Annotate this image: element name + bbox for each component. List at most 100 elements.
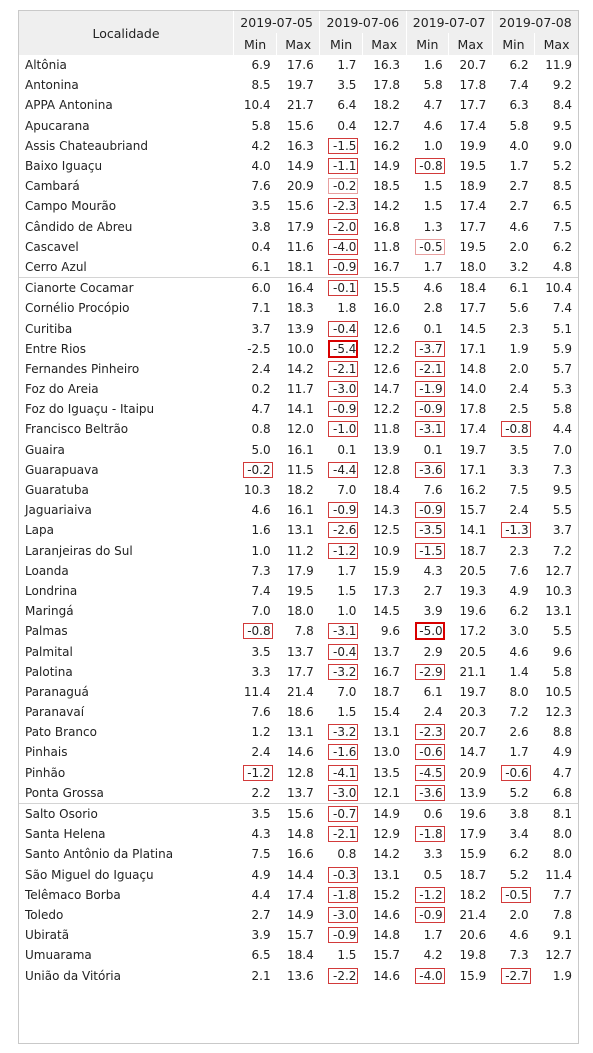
max-temp-cell: 11.8 (362, 237, 406, 257)
max-temp-cell: 16.3 (277, 136, 320, 156)
temp-value: 13.7 (287, 644, 314, 659)
max-temp-cell: 7.2 (535, 541, 578, 561)
max-temp-cell: 12.8 (277, 763, 320, 783)
temp-value: 14.2 (373, 847, 400, 862)
max-temp-cell: 4.8 (535, 257, 578, 278)
temp-value: 16.2 (459, 483, 487, 498)
temp-value: 9.5 (552, 118, 572, 133)
max-temp-cell: 12.1 (362, 783, 406, 804)
max-temp-cell: 20.3 (449, 702, 493, 722)
min-temp-cell: 0.4 (320, 116, 363, 136)
temp-value: 6.5 (251, 948, 271, 963)
highlighted-temp-value: -0.6 (414, 744, 445, 761)
max-temp-cell: 19.8 (449, 945, 493, 965)
temp-value: 9.0 (552, 138, 572, 153)
temp-value: 13.9 (459, 785, 487, 800)
temp-value: 2.7 (251, 907, 271, 922)
temp-value: 4.6 (509, 219, 529, 234)
table-row: Palotina 3.3 17.7 -3.2 16.7 -2.9 21.1 1.4 5.8 (19, 662, 578, 682)
max-temp-cell: 19.3 (449, 581, 493, 601)
max-temp-cell: 18.7 (449, 865, 493, 885)
temp-value: 5.8 (423, 78, 443, 93)
temp-value: 17.9 (287, 563, 314, 578)
max-temp-cell: 15.7 (362, 945, 406, 965)
max-temp-cell: 14.6 (362, 965, 406, 985)
locality-name: Palotina (25, 664, 73, 679)
highlighted-temp-value: -1.5 (414, 542, 445, 559)
table-row: Londrina 7.4 19.5 1.5 17.3 2.7 19.3 4.9 10.3 (19, 581, 578, 601)
highlighted-temp-value: -3.0 (328, 381, 359, 398)
max-temp-cell: 5.7 (535, 359, 578, 379)
highlighted-temp-value: -0.5 (500, 886, 531, 903)
temp-value: 4.2 (423, 948, 443, 963)
min-temp-cell: 2.7 (234, 905, 277, 925)
max-temp-cell: 6.8 (535, 783, 578, 804)
min-temp-cell: 6.1 (406, 682, 449, 702)
locality-name: Cerro Azul (25, 259, 87, 274)
min-temp-cell: 4.7 (406, 95, 449, 115)
highlighted-temp-value: -4.0 (328, 238, 359, 255)
header-row-minmax: Min Max Min Max Min Max Min Max (19, 33, 578, 55)
temp-value: 7.0 (251, 604, 271, 619)
max-temp-cell: 14.3 (362, 500, 406, 520)
min-temp-cell: 7.3 (492, 945, 534, 965)
max-temp-cell: 10.9 (362, 541, 406, 561)
min-temp-cell: -0.1 (319, 277, 363, 299)
temp-value: 4.6 (251, 503, 271, 518)
temp-value: 20.5 (459, 563, 487, 578)
temp-value: 5.8 (552, 402, 572, 417)
highlighted-temp-value: -0.9 (414, 502, 445, 519)
max-temp-cell: 7.8 (277, 621, 320, 641)
max-temp-cell: 17.9 (277, 217, 320, 237)
locality-name: Telêmaco Borba (25, 887, 121, 902)
temp-value: 21.7 (287, 98, 314, 113)
max-temp-cell: 11.7 (277, 379, 320, 399)
max-temp-cell: 4.7 (535, 763, 578, 783)
temp-value: 18.9 (459, 179, 487, 194)
table-row: Apucarana 5.8 15.6 0.4 12.7 4.6 17.4 5.8 9.5 (19, 116, 578, 136)
max-temp-cell: 12.9 (362, 824, 406, 844)
max-temp-cell: 16.4 (276, 277, 320, 299)
temp-value: 10.3 (545, 583, 572, 598)
min-temp-cell: -5.0 (406, 621, 449, 641)
max-temp-cell: 19.5 (449, 156, 493, 176)
min-temp-cell: -1.5 (406, 541, 449, 561)
min-temp-cell: 2.5 (492, 399, 534, 419)
min-temp-cell: -0.2 (234, 460, 277, 480)
temp-value: 2.0 (509, 907, 529, 922)
table-row: Pinhais 2.4 14.6 -1.6 13.0 -0.6 14.7 1.7 4.9 (19, 742, 578, 762)
max-temp-cell: 10.4 (534, 277, 578, 299)
max-temp-cell: 11.5 (277, 460, 320, 480)
highlighted-temp-value: -0.9 (328, 258, 359, 275)
temp-value: 2.7 (509, 179, 529, 194)
temp-value: 16.2 (373, 138, 400, 153)
max-temp-cell: 20.6 (449, 925, 493, 945)
min-temp-cell: -3.1 (320, 621, 363, 641)
table-row: Pato Branco 1.2 13.1 -3.2 13.1 -2.3 20.7 2.6 8.8 (19, 722, 578, 742)
temp-value: 11.2 (287, 543, 314, 558)
temp-value: 3.5 (251, 807, 271, 822)
temp-value: 6.1 (251, 259, 271, 274)
max-temp-cell: 17.3 (362, 581, 406, 601)
max-temp-cell: 8.5 (535, 176, 578, 196)
temp-value: 19.8 (459, 948, 487, 963)
table-row: Cerro Azul 6.1 18.1 -0.9 16.7 1.7 18.0 3.2 4.8 (19, 257, 578, 278)
temp-value: 18.4 (373, 483, 400, 498)
highlighted-temp-value: -1.2 (242, 764, 273, 781)
temp-value: 13.6 (287, 968, 314, 983)
min-header: Min (405, 33, 449, 55)
min-temp-cell: 3.0 (492, 621, 534, 641)
min-temp-cell: 3.8 (492, 802, 535, 825)
temp-value: 12.0 (287, 422, 314, 437)
temp-value: 4.6 (423, 281, 443, 296)
min-temp-cell: 6.2 (492, 844, 534, 864)
min-temp-cell: -0.9 (406, 500, 449, 520)
temp-value: 5.1 (552, 321, 572, 336)
min-temp-cell: 1.9 (492, 339, 534, 359)
highlighted-temp-value: -1.3 (500, 522, 531, 539)
min-temp-cell: -0.9 (320, 925, 363, 945)
temp-value: 15.6 (287, 199, 314, 214)
temp-value: 6.1 (509, 281, 529, 296)
temp-value: 1.7 (337, 58, 357, 73)
temp-value: 0.4 (251, 239, 271, 254)
